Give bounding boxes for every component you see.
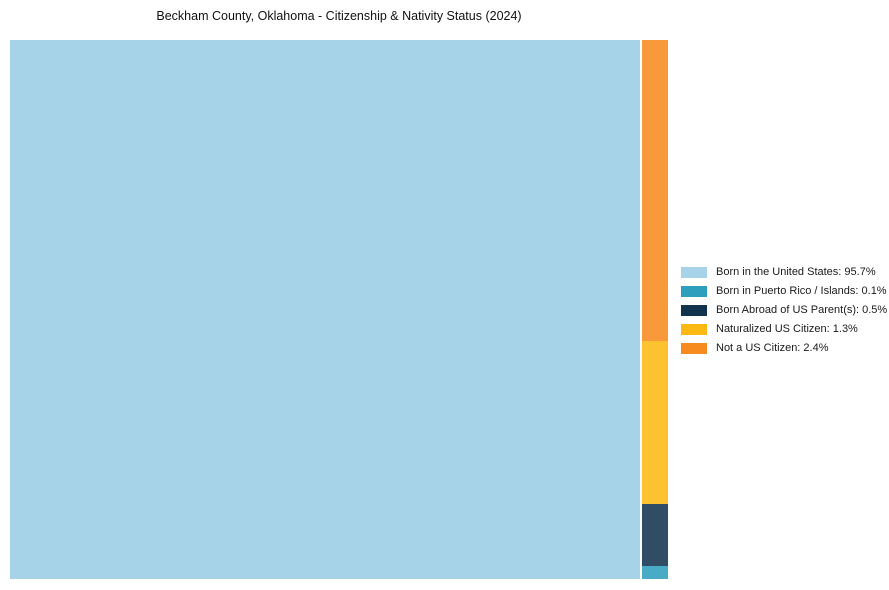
- legend-swatch-icon: [681, 286, 707, 297]
- treemap-tile-naturalized-us-citizen[interactable]: [641, 340, 668, 504]
- treemap-tile-born-in-the-united-states[interactable]: [10, 40, 640, 579]
- legend-swatch-icon: [681, 343, 707, 354]
- legend-swatch-icon: [681, 324, 707, 335]
- treemap-tile-born-abroad-of-us-parent-s[interactable]: [641, 503, 668, 567]
- legend-item-born-in-the-united-states[interactable]: Born in the United States: 95.7%: [681, 267, 887, 278]
- legend-swatch-icon: [681, 305, 707, 316]
- treemap-plot: [10, 40, 668, 579]
- legend-item-born-in-puerto-rico-islands[interactable]: Born in Puerto Rico / Islands: 0.1%: [681, 286, 887, 297]
- legend-swatch-icon: [681, 267, 707, 278]
- legend-label: Naturalized US Citizen: 1.3%: [716, 323, 858, 335]
- treemap-tile-not-a-us-citizen[interactable]: [641, 40, 668, 341]
- legend-label: Born in the United States: 95.7%: [716, 266, 876, 278]
- legend-item-born-abroad-of-us-parent-s[interactable]: Born Abroad of US Parent(s): 0.5%: [681, 305, 887, 316]
- legend-item-not-a-us-citizen[interactable]: Not a US Citizen: 2.4%: [681, 343, 887, 354]
- treemap-tile-born-in-puerto-rico-islands[interactable]: [641, 566, 668, 579]
- legend-label: Born in Puerto Rico / Islands: 0.1%: [716, 285, 887, 297]
- legend-label: Born Abroad of US Parent(s): 0.5%: [716, 304, 888, 316]
- chart-title: Beckham County, Oklahoma - Citizenship &…: [156, 9, 522, 23]
- legend-item-naturalized-us-citizen[interactable]: Naturalized US Citizen: 1.3%: [681, 324, 887, 335]
- treemap-column: [641, 40, 668, 579]
- legend: Born in the United States: 95.7% Born in …: [681, 267, 887, 362]
- legend-label: Not a US Citizen: 2.4%: [716, 342, 829, 354]
